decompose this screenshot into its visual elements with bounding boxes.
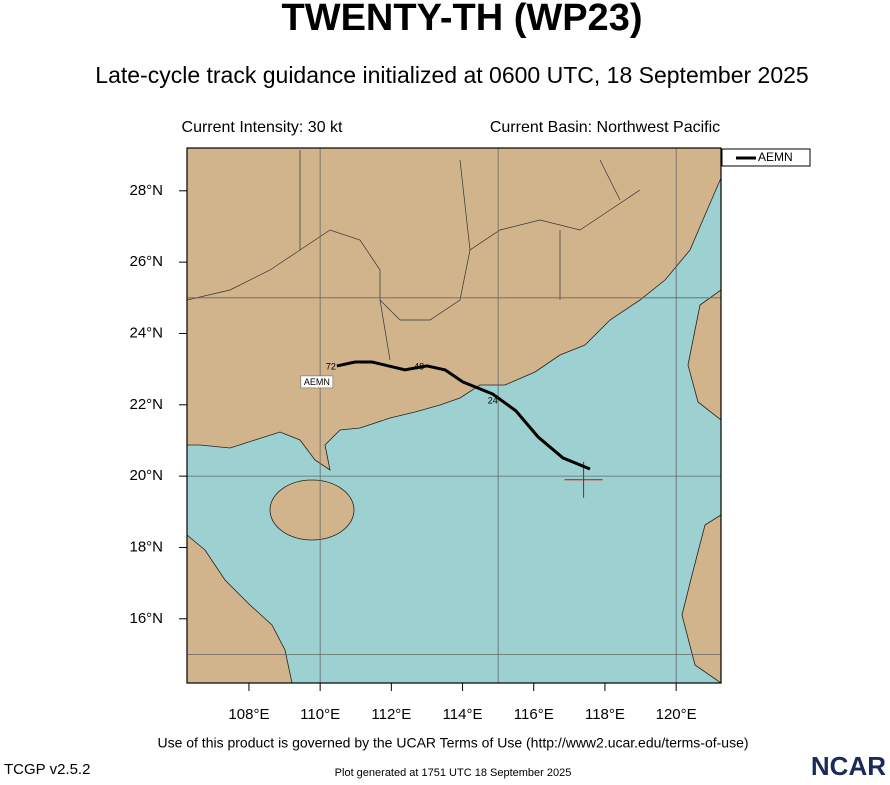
- luzon: [681, 514, 721, 683]
- generated: Plot generated at 1751 UTC 18 September …: [335, 767, 572, 779]
- x-tick-label: 116°E: [514, 706, 554, 723]
- x-tick-label: 110°E: [300, 706, 340, 723]
- track-label-box: [300, 375, 334, 389]
- x-tick-label: 108°E: [228, 706, 269, 723]
- current-intensity: Current Intensity: 30 kt: [182, 119, 344, 136]
- subtitle: Late-cycle track guidance initialized at…: [95, 62, 808, 88]
- x-tick-label: 118°E: [585, 706, 625, 723]
- logo: NCAR: [811, 751, 886, 780]
- x-tick-label: 112°E: [371, 706, 411, 723]
- legend: [721, 148, 811, 167]
- x-tick-label: 114°E: [443, 706, 483, 723]
- y-tick-label: 16°N: [129, 610, 163, 627]
- hainan: [269, 479, 355, 541]
- vietnam: [187, 534, 293, 683]
- y-tick-label: 26°N: [129, 253, 163, 270]
- y-tick-label: 24°N: [129, 324, 163, 341]
- hour-label: 24: [488, 396, 498, 406]
- version: TCGP v2.5.2: [4, 761, 90, 778]
- taiwan: [687, 289, 721, 421]
- borders: [187, 150, 641, 361]
- map-area: [187, 148, 721, 683]
- legend-label: AEMN: [758, 150, 793, 164]
- y-tick-label: 28°N: [129, 182, 163, 199]
- hour-label: 48: [414, 362, 424, 372]
- current-basin: Current Basin: Northwest Pacific: [490, 119, 720, 136]
- province-border: [299, 150, 621, 361]
- y-tick-label: 20°N: [129, 467, 163, 484]
- title: TWENTY-TH (WP23): [282, 0, 643, 39]
- y-tick-label: 22°N: [129, 396, 163, 413]
- province-border: [187, 189, 641, 321]
- track: [336, 360, 591, 471]
- x-tick-label: 120°E: [656, 706, 697, 723]
- hour-label: 72: [326, 362, 336, 372]
- track-label: AEMN: [304, 377, 330, 387]
- terms: Use of this product is governed by the U…: [157, 735, 748, 751]
- y-tick-label: 18°N: [129, 538, 163, 555]
- map-frame: [186, 147, 722, 684]
